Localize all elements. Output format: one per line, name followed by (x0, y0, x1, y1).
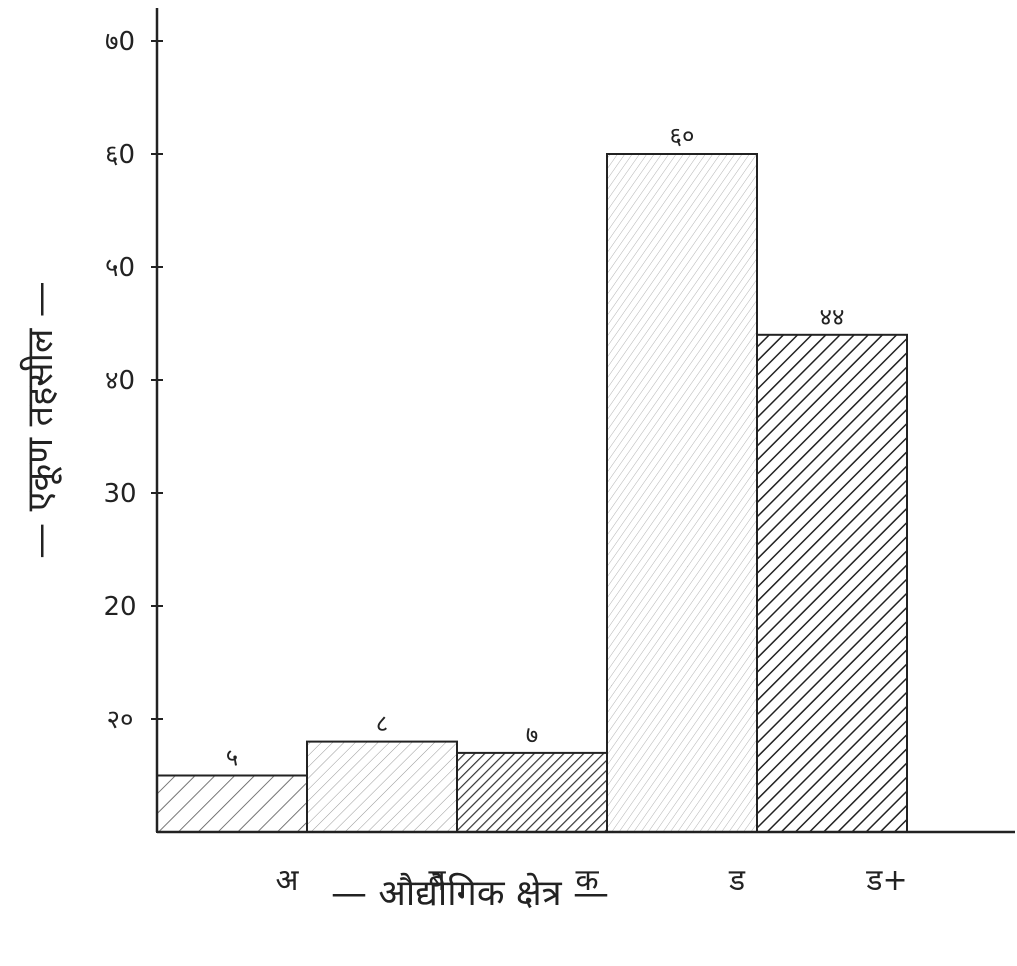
data-label-0: ५ (226, 744, 238, 772)
y-tick-label-5: ६0 (105, 140, 135, 170)
x-categories: अ ब क ड ड+ (276, 863, 908, 898)
y-axis-title: — एकूण तहसील — (19, 281, 62, 559)
data-label-4: ४४ (820, 303, 845, 331)
bar-1 (306, 740, 458, 833)
data-label-1: ८ (376, 710, 388, 738)
data-label-3: ६० (670, 122, 695, 150)
data-label-2: ७ (526, 721, 538, 749)
bar-2 (456, 751, 608, 834)
category-label-2: क (575, 863, 599, 898)
category-label-4: ड+ (865, 863, 907, 898)
bar-3 (606, 153, 758, 833)
category-label-0: अ (276, 863, 300, 898)
bars (156, 153, 908, 834)
category-label-1: ब (428, 863, 446, 898)
bar-4 (756, 333, 908, 833)
y-tick-label-2: 30 (103, 479, 136, 509)
x-axis-title: — औद्योगिक क्षेत्र — (331, 872, 609, 914)
y-tick-label-0: २० (106, 705, 133, 735)
data-labels: ५ ८ ७ ६० ४४ (226, 122, 845, 772)
y-tick-label-4: ५0 (105, 253, 135, 283)
y-ticks: २० 20 30 ४0 ५0 ६0 ७0 (103, 27, 163, 735)
y-tick-label-6: ७0 (105, 27, 135, 57)
y-tick-label-1: 20 (103, 592, 136, 622)
category-label-3: ड (728, 863, 746, 898)
y-tick-label-3: ४0 (105, 366, 135, 396)
bar-0 (156, 774, 308, 833)
